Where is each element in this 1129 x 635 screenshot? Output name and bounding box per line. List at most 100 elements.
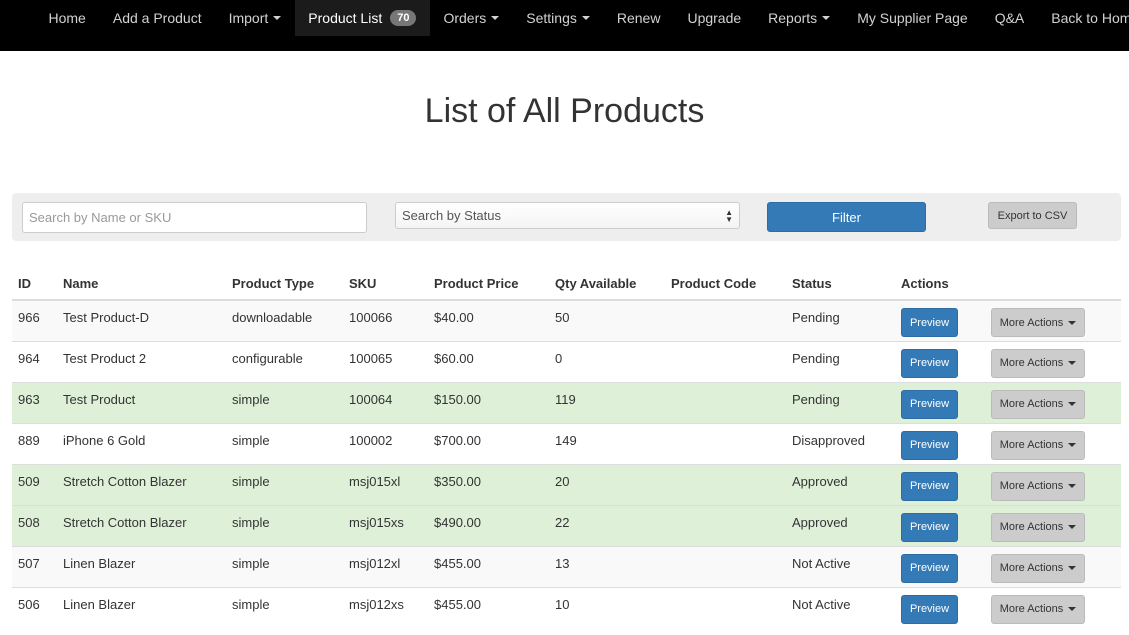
more-actions-label: More Actions [999,603,1064,615]
more-actions-button[interactable]: More Actions [991,308,1085,337]
cell-code [665,463,786,505]
more-actions-button[interactable]: More Actions [991,594,1085,624]
cell-more: More Actions [985,422,1122,464]
nav-item[interactable]: Product List 70 [294,0,430,36]
cell-status: Pending [786,299,895,341]
column-header: Product Price [428,268,549,301]
cell-status: Pending [786,381,895,423]
dropdown-caret [1068,402,1077,406]
dropdown-caret [1068,320,1077,325]
preview-button[interactable]: Preview [901,348,958,378]
dropdown-caret [1068,484,1077,488]
cell-code [665,545,786,587]
cell-sku: msj015xs [343,504,428,546]
nav-label: Orders [443,10,487,26]
cell-sku: 100065 [343,340,428,382]
more-actions-label: More Actions [999,398,1064,410]
more-actions-button[interactable]: More Actions [991,348,1085,378]
cell-name: Linen Blazer [57,545,226,587]
preview-button[interactable]: Preview [901,430,958,460]
cell-preview: Preview [895,422,985,464]
cell-sku: 100002 [343,422,428,464]
nav-item[interactable]: Back to Home Page [1038,0,1129,36]
cell-type: simple [226,422,343,464]
nav-label: Q&A [994,10,1025,26]
nav-item[interactable]: Import [215,0,295,36]
cell-name: Test Product [57,381,226,423]
more-actions-button[interactable]: More Actions [991,512,1085,542]
status-select[interactable]: Search by Status ▲ ▼ [395,202,740,229]
cell-preview: Preview [895,504,985,546]
nav-item[interactable]: Upgrade [674,0,755,36]
cell-type: simple [226,381,343,423]
cell-name: Stretch Cotton Blazer [57,504,226,546]
cell-code [665,340,786,382]
cell-code [665,299,786,341]
filter-button[interactable]: Filter [767,202,926,232]
more-actions-button[interactable]: More Actions [991,471,1085,501]
cell-price: $455.00 [428,545,549,587]
dropdown-caret [1068,525,1077,529]
nav-item[interactable]: Add a Product [99,0,215,36]
search-input[interactable]: Search by Name or SKU [22,202,367,233]
nav-item[interactable]: Renew [603,0,674,36]
cell-status: Not Active [786,586,895,628]
cell-status: Approved [786,504,895,546]
cell-name: Linen Blazer [57,586,226,628]
product-row: 964 Test Product 2 configurable 100065 $60.0… [12,340,1122,382]
product-row: 509 Stretch Cotton Blazer simple msj015xl $3… [12,463,1122,505]
cell-id: 966 [12,299,57,341]
nav-label: Product List [308,10,383,26]
nav-label: Renew [616,10,661,26]
nav-label: Home [48,10,86,26]
nav-item[interactable]: Reports [755,0,844,36]
more-actions-button[interactable]: More Actions [991,553,1085,583]
cell-id: 507 [12,545,57,587]
cell-id: 963 [12,381,57,423]
cell-type: simple [226,586,343,628]
cell-price: $350.00 [428,463,549,505]
preview-button[interactable]: Preview [901,512,958,542]
cell-sku: msj012xs [343,586,428,628]
nav-item[interactable]: Q&A [981,0,1038,36]
preview-button[interactable]: Preview [901,471,958,501]
nav-item[interactable]: Orders [430,0,513,36]
cell-code [665,381,786,423]
cell-qty: 13 [549,545,665,587]
product-row: 963 Test Product simple 100064 $150.00 119 Pen… [12,381,1122,423]
header-row: ID Name Product Type SKU Product Price Qty Av… [12,268,1122,301]
preview-button[interactable]: Preview [901,553,958,583]
more-actions-button[interactable]: More Actions [991,430,1085,460]
nav-label: Import [228,10,269,26]
cell-preview: Preview [895,299,985,341]
cell-more: More Actions [985,381,1122,423]
cell-sku: msj015xl [343,463,428,505]
column-header: ID [12,268,57,301]
preview-button[interactable]: Preview [901,308,958,337]
cell-type: configurable [226,340,343,382]
more-actions-button[interactable]: More Actions [991,389,1085,419]
cell-preview: Preview [895,381,985,423]
preview-button[interactable]: Preview [901,594,958,624]
nav-item[interactable]: My Supplier Page [844,0,982,36]
cell-name: Test Product-D [57,299,226,341]
cell-qty: 10 [549,586,665,628]
status-placeholder: Search by Status [402,208,501,223]
cell-qty: 0 [549,340,665,382]
cell-name: Stretch Cotton Blazer [57,463,226,505]
product-row: 507 Linen Blazer simple msj012xl $455.00 13 No… [12,545,1122,587]
cell-sku: 100066 [343,299,428,341]
export-button[interactable]: Export to CSV [988,202,1077,229]
nav-item[interactable]: Settings [513,0,604,36]
more-actions-label: More Actions [999,357,1064,369]
cell-status: Approved [786,463,895,505]
cell-price: $700.00 [428,422,549,464]
cell-preview: Preview [895,463,985,505]
nav-item[interactable]: Home [35,0,99,36]
preview-button[interactable]: Preview [901,389,958,419]
cell-price: $455.00 [428,586,549,628]
filter-panel: Search by Name or SKU Search by Status ▲ ▼… [12,193,1121,241]
cell-more: More Actions [985,299,1122,341]
cell-more: More Actions [985,504,1122,546]
